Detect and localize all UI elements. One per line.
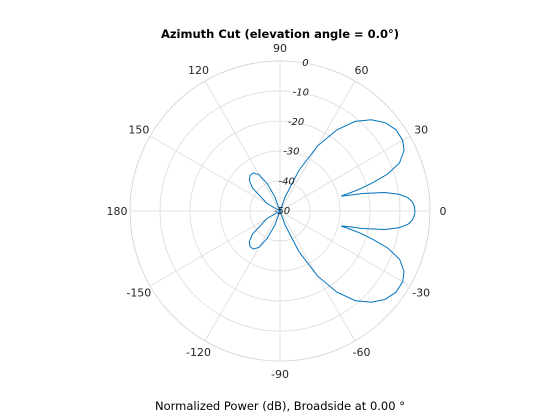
- angle-tick-label: -120: [186, 346, 211, 359]
- radial-tick-label: -20: [288, 117, 304, 128]
- radial-tick-label: -30: [283, 147, 299, 158]
- pattern-series: [248, 119, 416, 303]
- radial-tick-label: -10: [293, 87, 309, 98]
- grid-spoke: [149, 135, 281, 212]
- angle-tick-label: 60: [355, 64, 369, 77]
- angle-tick-label: 120: [188, 64, 209, 77]
- grid-spoke: [149, 210, 281, 287]
- angle-tick-label: 150: [128, 124, 149, 137]
- pattern-line: [248, 119, 416, 303]
- x-axis-label: Normalized Power (dB), Broadside at 0.00…: [155, 399, 405, 413]
- grid-spoke: [204, 80, 281, 212]
- grid-spoke: [204, 210, 281, 342]
- radial-tick-labels: 0 -10 -20 -30 -40 -50: [274, 58, 309, 217]
- grid-spoke: [279, 210, 411, 287]
- angle-tick-label: 180: [107, 205, 128, 218]
- angle-tick-label: -150: [126, 287, 151, 300]
- angle-tick-labels: 90 60 30 0 -30 -60 -90 -120 -150 180 150 120: [107, 42, 447, 381]
- angle-tick-label: -30: [412, 287, 430, 300]
- radial-tick-label: 0: [302, 58, 308, 69]
- chart-title: Azimuth Cut (elevation angle = 0.0°): [161, 27, 399, 41]
- angle-tick-label: 30: [414, 124, 428, 137]
- angle-tick-label: 90: [273, 42, 287, 55]
- angular-grid: [130, 61, 430, 361]
- angle-tick-label: 0: [440, 205, 447, 218]
- angle-tick-label: -60: [353, 346, 371, 359]
- angle-tick-label: -90: [271, 368, 289, 381]
- radial-tick-label: -50: [274, 206, 290, 217]
- radial-tick-label: -40: [279, 176, 295, 187]
- grid-spoke: [279, 135, 411, 212]
